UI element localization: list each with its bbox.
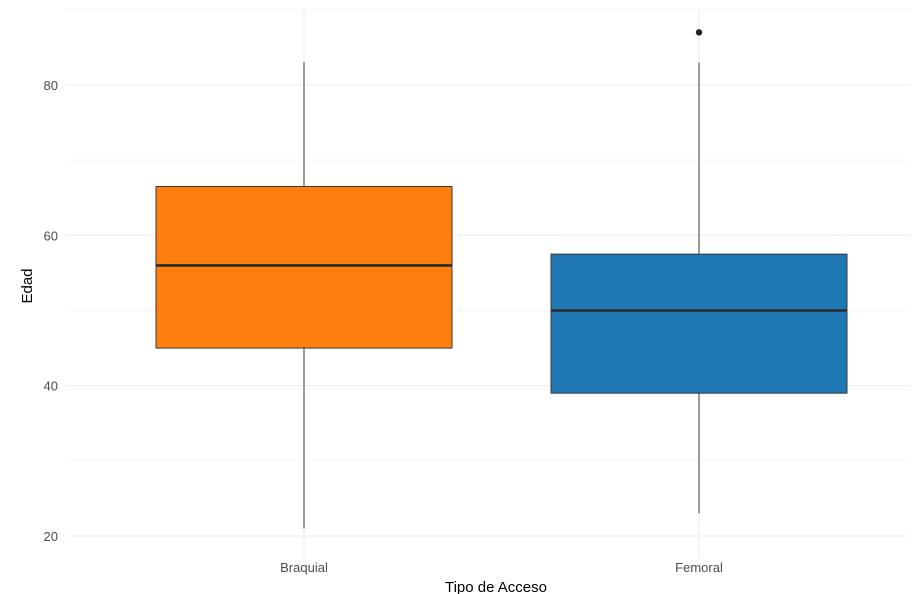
x-axis-ticks: Braquial Femoral [280, 560, 723, 575]
y-tick-label: 60 [44, 228, 58, 243]
box-braquial [155, 62, 453, 529]
y-tick-label: 40 [44, 379, 58, 394]
x-tick-label: Femoral [675, 560, 723, 575]
y-axis-title: Edad [19, 268, 36, 303]
box-femoral [550, 29, 848, 514]
x-tick-label: Braquial [280, 560, 328, 575]
box-rect [550, 253, 848, 394]
y-tick-label: 20 [44, 529, 58, 544]
y-tick-label: 80 [44, 78, 58, 93]
box-rect [155, 185, 453, 349]
boxes-layer [155, 29, 848, 529]
y-axis-ticks: 20 40 60 80 [44, 78, 58, 544]
x-axis-title: Tipo de Acceso [445, 579, 547, 594]
outlier-point [695, 29, 703, 36]
